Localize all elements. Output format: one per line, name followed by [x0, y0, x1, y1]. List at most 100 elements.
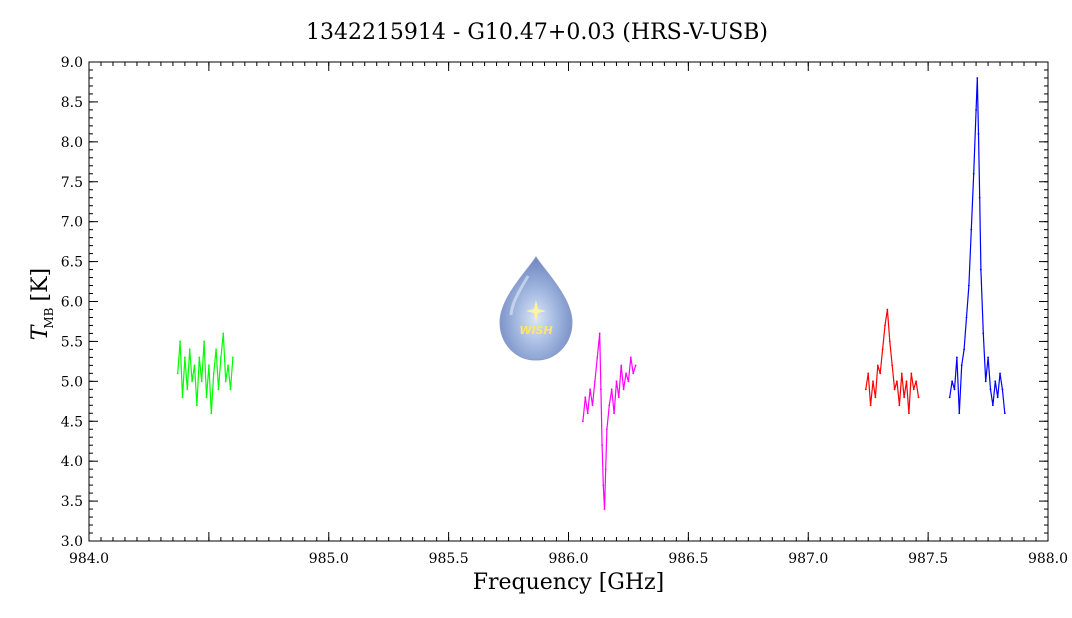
series-3-point — [872, 380, 874, 383]
series-2-point — [627, 380, 630, 383]
x-tick-label: 986.5 — [668, 551, 708, 567]
series-4-point — [958, 412, 961, 415]
series-1-point — [224, 380, 227, 383]
series-4-point — [982, 332, 985, 335]
series-1-point — [203, 340, 205, 343]
y-tick-label: 5.0 — [61, 374, 83, 390]
series-3-point — [893, 388, 896, 391]
data-series — [176, 77, 1006, 510]
series-3-point — [910, 372, 913, 375]
y-tick-label: 8.0 — [61, 135, 83, 151]
series-1-point — [191, 380, 193, 383]
y-axis-label: TMB [K] — [28, 268, 56, 340]
series-4-point — [984, 380, 987, 383]
series-3-point — [886, 308, 889, 311]
series-3-point — [891, 364, 894, 367]
series-3-point — [896, 380, 898, 383]
plot-frame — [88, 61, 1049, 542]
series-4-point — [1003, 412, 1006, 415]
series-2-point — [603, 508, 606, 510]
series-4-point — [967, 284, 970, 287]
series-1-point — [193, 364, 196, 367]
logo-text: WISH — [519, 324, 552, 337]
series-2-point — [598, 332, 601, 335]
axes: 984.0 985.0 985.5 986.0 986.5 987.0 987.5 988.0… — [28, 55, 1068, 595]
series-3-point — [867, 372, 870, 375]
series-4-point — [999, 372, 1001, 375]
series-2-point — [586, 412, 589, 415]
series-3-point — [881, 348, 884, 351]
series-4-point — [1001, 388, 1004, 391]
y-tick-label: 6.0 — [61, 295, 83, 311]
series-3-point — [869, 404, 872, 407]
series-2-point — [581, 420, 584, 423]
series-line-3 — [865, 308, 920, 414]
x-axis-label: Frequency [GHz] — [473, 570, 665, 595]
series-1-point — [181, 396, 184, 399]
drop-highlight — [509, 275, 530, 316]
series-3-point — [917, 396, 920, 399]
y-tick-label: 8.5 — [61, 95, 83, 111]
wish-logo: WISH — [499, 256, 573, 361]
series-1-point — [210, 412, 213, 415]
series-4-point — [963, 348, 965, 351]
series-2-point — [622, 388, 625, 391]
series-2-point — [602, 484, 605, 487]
series-1-point — [179, 340, 182, 343]
y-tick-label: 7.0 — [61, 215, 83, 231]
series-1-point — [195, 404, 198, 407]
y-tick-label: 7.5 — [61, 175, 83, 191]
series-1-point — [184, 356, 186, 359]
x-tick-label: 986.0 — [548, 551, 588, 567]
series-4-point — [991, 404, 994, 407]
series-4-point — [965, 316, 968, 319]
series-2-point — [596, 356, 599, 359]
series-2-point — [601, 444, 603, 447]
y-axis-label-subscript: MB — [42, 307, 56, 328]
series-3-point — [864, 388, 867, 391]
series-4-point — [977, 132, 980, 135]
series-4-point — [972, 172, 975, 175]
series-1-point — [176, 372, 179, 375]
x-tick-label: 987.0 — [788, 551, 828, 567]
series-2-point — [589, 388, 591, 391]
series-3-point — [912, 388, 915, 391]
series-2-point — [604, 468, 607, 471]
series-2-point — [634, 364, 637, 367]
series-2-point — [620, 364, 623, 367]
series-4-point — [970, 228, 973, 231]
series-3-point — [879, 372, 882, 375]
y-axis-label-unit: [K] — [28, 268, 53, 302]
series-4-point — [996, 396, 999, 399]
series-line-2 — [582, 332, 637, 510]
chart-title: 1342215914 - G10.47+0.03 (HRS-V-USB) — [306, 20, 768, 45]
series-1-point — [188, 348, 191, 351]
series-1-point — [207, 364, 210, 367]
y-tick-label: 5.5 — [61, 334, 83, 350]
series-2-point — [605, 428, 608, 431]
star-icon — [526, 300, 546, 322]
series-3-point — [908, 412, 910, 415]
series-line-4 — [949, 77, 1006, 414]
series-3-point — [915, 380, 918, 383]
series-4-point — [978, 196, 981, 199]
series-1-point — [205, 396, 208, 399]
series-4-point — [960, 364, 963, 367]
x-tick-label: 987.5 — [908, 551, 948, 567]
series-3-point — [876, 364, 879, 367]
series-1-point — [219, 356, 222, 359]
series-2-point — [591, 404, 594, 407]
series-3-point — [903, 396, 906, 399]
series-3-point — [874, 396, 877, 399]
series-2-point — [625, 372, 627, 375]
x-tick-label: 984.0 — [69, 551, 109, 567]
series-4-point — [975, 109, 977, 111]
series-4-point — [994, 380, 997, 383]
y-axis-label-symbol: T — [28, 323, 53, 340]
series-3-point — [888, 340, 891, 343]
series-2-point — [584, 396, 587, 399]
x-tick-label: 985.0 — [309, 551, 349, 567]
series-1-point — [198, 356, 201, 359]
series-3-point — [884, 324, 886, 327]
